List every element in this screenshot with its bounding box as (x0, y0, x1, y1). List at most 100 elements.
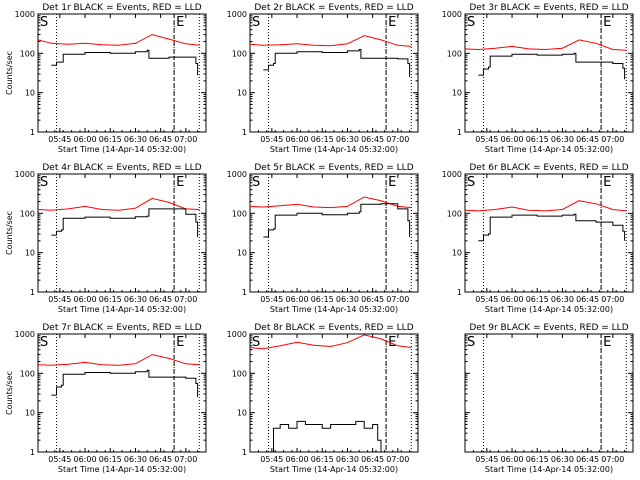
panel-4: Det 4r BLACK = Events, RED = LLD 1 10 100 10… (5, 163, 207, 314)
y-tick-label: 100 (447, 49, 462, 58)
panel-9: Det 9r BLACK = Events, RED = LLD 05:45 06:… (464, 323, 634, 474)
marker-label-s: S (467, 15, 475, 30)
panel-title: Det 1r BLACK = Events, RED = LLD (42, 3, 201, 13)
x-tick-label: 06:30 (124, 295, 147, 304)
marker-label-s: S (40, 15, 48, 30)
x-tick-label: 06:00 (286, 295, 309, 304)
x-tick-label: 06:30 (551, 455, 574, 464)
y-tick-label: 1 (30, 448, 35, 457)
series-events-black (263, 203, 411, 238)
panel-5: Det 5r BLACK = Events, RED = LLD 1 10 100 10… (227, 163, 419, 314)
y-tick-label: 1000 (15, 170, 35, 179)
panel-6: Det 6r BLACK = Events, RED = LLD 1 10 100 10… (442, 163, 634, 314)
plot-frame (249, 13, 419, 133)
y-tick-label: 10 (452, 89, 462, 98)
x-tick-label: 06:15 (99, 135, 122, 144)
y-tick-label: 100 (447, 209, 462, 218)
panel-title: Det 9r BLACK = Events, RED = LLD (469, 323, 628, 333)
y-tick-label: 10 (452, 249, 462, 258)
x-tick-label: 06:00 (74, 455, 97, 464)
x-axis-label: Start Time (14-Apr-14 05:32:00) (485, 465, 613, 474)
x-axis-label: Start Time (14-Apr-14 05:32:00) (270, 465, 398, 474)
panel-2: Det 2r BLACK = Events, RED = LLD 1 10 100 10… (227, 3, 419, 154)
x-axis-label: Start Time (14-Apr-14 05:32:00) (485, 145, 613, 154)
x-tick-label: 07:00 (174, 455, 197, 464)
marker-label-e: E (603, 335, 611, 350)
panel-title: Det 6r BLACK = Events, RED = LLD (469, 163, 628, 173)
x-axis-label: Start Time (14-Apr-14 05:32:00) (58, 145, 186, 154)
marker-label-e: E (388, 175, 396, 190)
y-tick-label: 10 (25, 249, 35, 258)
y-tick-label: 100 (20, 369, 35, 378)
x-tick-label: 06:00 (286, 455, 309, 464)
y-tick-label: 1000 (442, 170, 462, 179)
x-tick-label: 07:00 (386, 135, 409, 144)
x-tick-label: 05:45 (260, 295, 283, 304)
series-events-black (51, 369, 199, 397)
marker-label-e: E (388, 15, 396, 30)
series-lld-red (249, 35, 412, 47)
y-tick-label: 1000 (227, 330, 247, 339)
marker-label-s: S (252, 335, 260, 350)
y-tick-label: 1000 (15, 330, 35, 339)
x-tick-label: 07:00 (601, 295, 624, 304)
series-lld-red (464, 39, 627, 51)
x-tick-label: 05:45 (48, 455, 71, 464)
x-tick-label: 05:45 (260, 135, 283, 144)
x-tick-label: 05:45 (475, 455, 498, 464)
panel-title: Det 8r BLACK = Events, RED = LLD (254, 323, 413, 333)
x-tick-label: 06:30 (124, 455, 147, 464)
y-tick-label: 100 (232, 369, 247, 378)
x-tick-label: 06:30 (336, 295, 359, 304)
plot-frame (464, 13, 634, 133)
x-tick-label: 06:30 (336, 455, 359, 464)
x-tick-label: 07:00 (601, 135, 624, 144)
x-tick-label: 07:00 (386, 295, 409, 304)
x-tick-label: 06:30 (551, 135, 574, 144)
y-tick-label: 1 (242, 448, 247, 457)
x-tick-label: 05:45 (475, 295, 498, 304)
x-axis-label: Start Time (14-Apr-14 05:32:00) (270, 145, 398, 154)
y-tick-label: 10 (237, 89, 247, 98)
panel-8: Det 8r BLACK = Events, RED = LLD 1 10 100 10… (227, 323, 419, 474)
y-tick-label: 10 (237, 249, 247, 258)
y-tick-label: 100 (20, 209, 35, 218)
series-events-black (263, 49, 411, 77)
y-tick-label: 1 (242, 288, 247, 297)
x-tick-label: 05:45 (48, 295, 71, 304)
series-lld-red (37, 354, 200, 366)
y-axis-label: Counts/sec (5, 211, 14, 255)
marker-label-s: S (252, 15, 260, 30)
x-tick-label: 06:45 (149, 295, 172, 304)
series-events-black (51, 208, 199, 237)
plot-frame (249, 333, 419, 453)
series-events-black (478, 52, 626, 80)
x-tick-label: 06:30 (124, 135, 147, 144)
x-axis-label: Start Time (14-Apr-14 05:32:00) (270, 305, 398, 314)
panel-3: Det 3r BLACK = Events, RED = LLD 1 10 100 10… (442, 3, 634, 154)
plot-frame (464, 333, 634, 453)
series-lld-red (37, 197, 200, 211)
x-tick-label: 06:00 (501, 135, 524, 144)
marker-label-s: S (467, 335, 475, 350)
x-tick-label: 06:30 (551, 295, 574, 304)
y-tick-label: 1000 (227, 170, 247, 179)
marker-label-s: S (40, 335, 48, 350)
y-tick-label: 10 (25, 409, 35, 418)
x-tick-label: 06:45 (576, 295, 599, 304)
x-tick-label: 06:15 (311, 295, 334, 304)
x-tick-label: 06:45 (361, 295, 384, 304)
y-tick-label: 1 (457, 128, 462, 137)
x-axis-label: Start Time (14-Apr-14 05:32:00) (58, 465, 186, 474)
x-tick-label: 06:15 (526, 135, 549, 144)
plot-frame (37, 173, 207, 293)
marker-label-e: E (176, 15, 184, 30)
panel-7: Det 7r BLACK = Events, RED = LLD 1 10 100 10… (5, 323, 207, 474)
plot-frame (249, 173, 419, 293)
x-axis-label: Start Time (14-Apr-14 05:32:00) (485, 305, 613, 314)
x-tick-label: 07:00 (174, 135, 197, 144)
series-lld-red (464, 200, 627, 212)
x-tick-label: 07:00 (386, 455, 409, 464)
x-tick-label: 06:45 (576, 135, 599, 144)
y-tick-label: 10 (25, 89, 35, 98)
